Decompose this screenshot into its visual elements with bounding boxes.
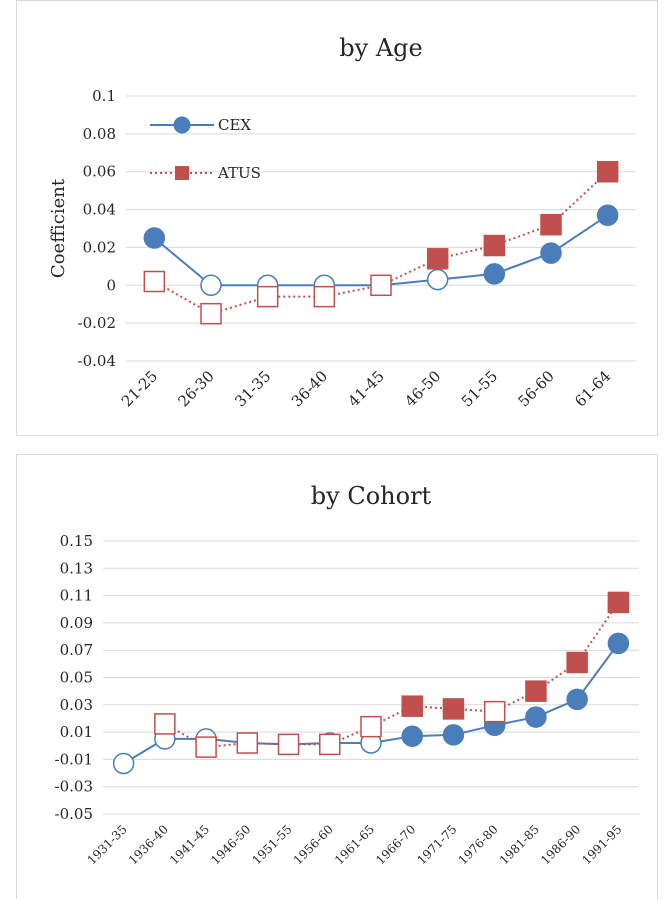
cex-point — [112, 752, 135, 775]
y-tick-label: -0.04 — [78, 352, 116, 370]
cohort-chart: by Cohort 0.15 0.13 0.11 0.09 0.07 0.05 0.03 0.0… — [55, 482, 639, 867]
atus-point — [256, 285, 279, 308]
x-tick-label: 61-64 — [571, 367, 614, 410]
atus-point — [525, 680, 547, 702]
atus-point — [596, 160, 619, 183]
x-tick-label: 1951-55 — [249, 822, 294, 867]
x-tick-label: 1961-65 — [332, 822, 377, 867]
cex-point — [200, 274, 222, 297]
x-tick-label: 1981-85 — [497, 822, 542, 867]
atus-point — [277, 733, 300, 756]
atus-point — [540, 213, 562, 236]
atus-point — [313, 285, 336, 308]
x-tick-label: 1976-80 — [456, 822, 501, 867]
y-tick-label: 0.13 — [60, 559, 93, 577]
x-tick-label: 1946-50 — [208, 822, 253, 867]
x-tick-label: 1931-35 — [85, 822, 130, 867]
atus-point — [483, 234, 506, 257]
atus-point — [370, 274, 392, 297]
x-tick-label: 21-25 — [118, 367, 161, 410]
cex-point — [566, 688, 588, 711]
x-tick-label: 51-55 — [458, 367, 501, 410]
cex-point — [540, 242, 562, 264]
atus-point — [566, 651, 588, 674]
chart-title: by Cohort — [311, 482, 432, 510]
atus-point — [154, 713, 176, 735]
x-tick-label: 1966-70 — [373, 822, 418, 867]
y-axis-label: Coefficient — [48, 178, 69, 278]
y-tick-label: 0.09 — [60, 614, 93, 632]
y-tick-label: 0 — [106, 276, 116, 294]
y-tick-label: 0.03 — [60, 696, 93, 714]
x-tick-label: 1941-45 — [167, 822, 212, 867]
y-tick-label: -0.03 — [55, 778, 93, 796]
y-tick-label: 0.02 — [83, 238, 116, 256]
x-tick-label: 36-40 — [288, 367, 331, 410]
atus-point — [401, 695, 423, 717]
age-chart-panel: by Age 0.1 0.08 0.06 0.04 0.02 0 -0.02 -0.04 Coef… — [16, 0, 658, 436]
x-tick-label: 1986-90 — [538, 822, 583, 867]
y-tick-label: -0.01 — [55, 750, 93, 768]
x-tick-label: 1936-40 — [126, 822, 171, 867]
x-tick-label: 46-50 — [401, 367, 444, 410]
x-tick-label: 41-45 — [345, 367, 388, 410]
atus-point — [143, 270, 166, 293]
x-tick-label: 31-35 — [231, 367, 274, 410]
y-tick-label: 0.07 — [60, 641, 93, 659]
cex-point — [426, 268, 449, 291]
cex-point — [607, 632, 630, 655]
x-tick-label: 26-30 — [175, 367, 218, 410]
atus-point — [607, 591, 630, 614]
y-tick-label: -0.05 — [55, 805, 93, 823]
atus-point — [360, 715, 382, 738]
cex-point — [525, 706, 547, 728]
atus-point — [236, 732, 259, 754]
y-tick-label: 0.11 — [60, 587, 93, 605]
atus-point — [442, 698, 465, 720]
cex-point — [596, 204, 619, 226]
cohort-chart-panel: by Cohort 0.15 0.13 0.11 0.09 0.07 0.05 0.03 0.0… — [16, 454, 658, 899]
x-tick-label: 1991-95 — [579, 822, 624, 867]
atus-point — [195, 736, 217, 758]
y-tick-label: 0.05 — [60, 669, 93, 687]
legend-label-atus: ATUS — [217, 164, 261, 182]
cex-point — [483, 263, 506, 285]
legend-label-cex: CEX — [218, 116, 251, 134]
cex-point — [143, 227, 166, 249]
y-tick-label: 0.08 — [83, 125, 116, 143]
y-tick-label: 0.15 — [60, 532, 93, 550]
y-tick-label: 0.06 — [83, 163, 116, 181]
atus-point — [426, 248, 449, 270]
x-tick-label: 56-60 — [515, 367, 558, 410]
y-tick-label: -0.02 — [78, 314, 116, 332]
chart-title: by Age — [339, 34, 422, 62]
cex-point — [442, 724, 465, 746]
y-tick-label: 0.01 — [60, 723, 93, 741]
atus-point — [319, 733, 341, 756]
legend-marker-cex — [173, 116, 191, 134]
cex-point — [401, 725, 423, 747]
x-tick-label: 1971-75 — [414, 822, 459, 867]
y-tick-label: 0.04 — [83, 201, 116, 219]
legend-marker-atus — [175, 166, 189, 180]
x-tick-label: 1956-60 — [291, 822, 336, 867]
atus-point — [483, 700, 506, 723]
atus-point — [200, 302, 222, 325]
atus-series-line — [164, 601, 620, 749]
y-tick-label: 0.1 — [92, 87, 116, 105]
age-chart: by Age 0.1 0.08 0.06 0.04 0.02 0 -0.02 -0.04 Coef… — [48, 34, 636, 410]
